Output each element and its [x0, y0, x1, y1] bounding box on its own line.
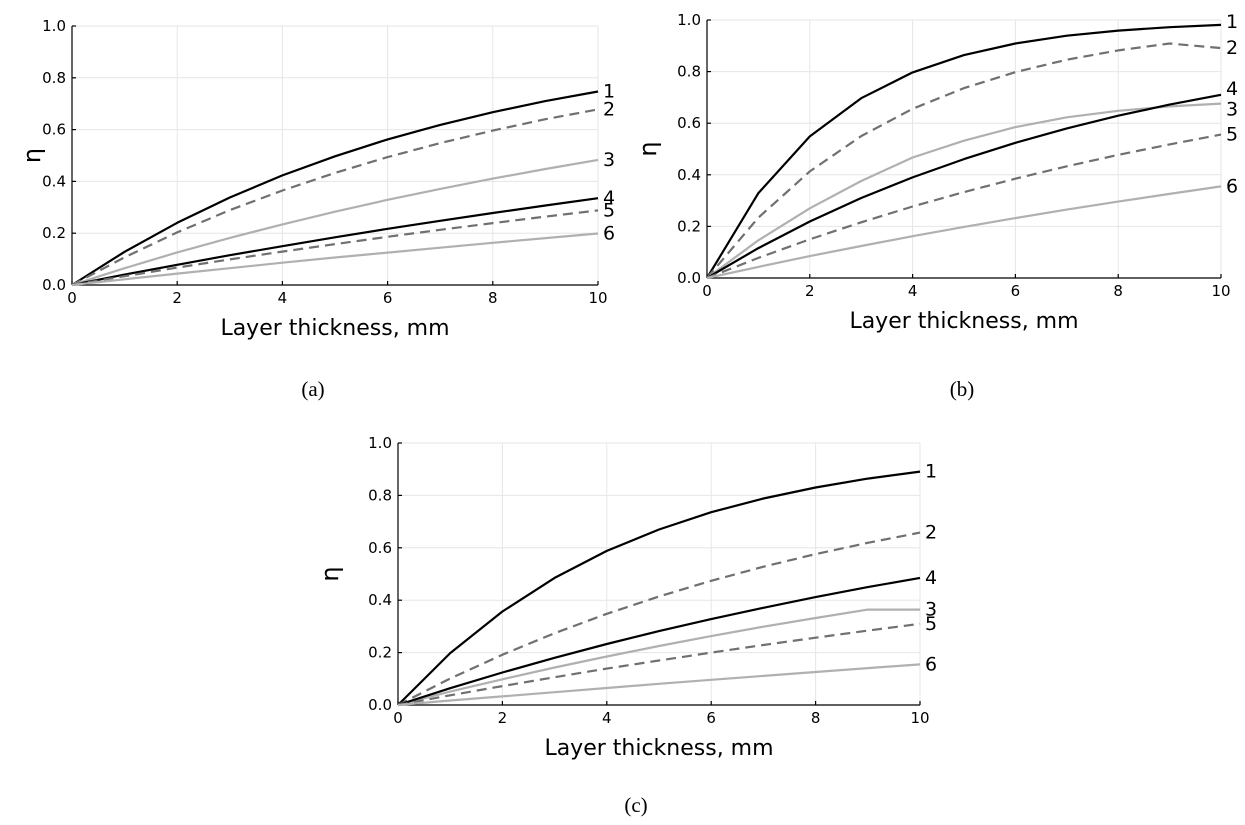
x-tick-label: 6: [706, 709, 716, 727]
series-line-2: [397, 531, 921, 706]
y-tick-label: 0.0: [368, 696, 392, 714]
x-tick-label: 2: [805, 282, 815, 300]
x-tick-label: 6: [383, 289, 393, 307]
y-tick-label: 0.2: [677, 217, 701, 235]
x-tick-label: 8: [488, 289, 498, 307]
series-label-2: 2: [1226, 37, 1238, 59]
y-tick-label: 0.4: [677, 166, 701, 184]
series-label-2: 2: [925, 522, 937, 544]
x-axis-label: Layer thickness, mm: [849, 309, 1078, 334]
series-line-4: [397, 576, 921, 707]
series-label-5: 5: [1226, 124, 1238, 146]
chart-panel-a: 0 2 4 6 8 10 0.0 0.2 0.4 0.6 0.8 1.0 Layer thickness…: [18, 17, 615, 401]
y-tick-label: 0.8: [42, 69, 66, 87]
series-label-6: 6: [1226, 175, 1238, 197]
series-label-1: 1: [1226, 11, 1238, 33]
series-label-6: 6: [925, 653, 937, 675]
x-tick-label: 4: [602, 709, 612, 727]
y-axis-label: η: [316, 566, 344, 581]
x-axis-label: Layer thickness, mm: [544, 736, 773, 761]
series-line-6: [706, 185, 1222, 280]
y-tick-label: 0.8: [677, 63, 701, 81]
y-axis-label: η: [18, 148, 46, 163]
series-label-5: 5: [603, 199, 615, 221]
series-label-1: 1: [925, 461, 937, 483]
series-line-2: [71, 108, 599, 286]
series-line-3: [397, 608, 920, 707]
x-tick-label: 0: [702, 282, 712, 300]
x-tick-label: 4: [908, 282, 918, 300]
series-label-4: 4: [925, 567, 937, 589]
y-tick-label: 1.0: [368, 434, 392, 452]
x-tick-label: 8: [811, 709, 821, 727]
series-label-1: 1: [603, 81, 615, 103]
series-label-2: 2: [603, 98, 615, 120]
x-tick-label: 10: [910, 709, 929, 727]
series-label-3: 3: [925, 599, 937, 621]
x-axis-label: Layer thickness, mm: [220, 316, 449, 341]
x-tick-label: 10: [588, 289, 607, 307]
x-tick-label: 4: [278, 289, 288, 307]
series-label-4: 4: [1226, 78, 1238, 100]
series-line-6: [397, 663, 921, 707]
y-tick-label: 0.2: [368, 644, 392, 662]
x-tick-label: 2: [172, 289, 182, 307]
series-label-5: 5: [925, 613, 937, 635]
x-tick-label: 10: [1211, 282, 1230, 300]
y-tick-label: 0.6: [368, 539, 392, 557]
series-line-5: [71, 209, 599, 287]
chart-panel-c: 0 2 4 6 8 10 0.0 0.2 0.4 0.6 0.8 1.0 Layer thickness…: [316, 434, 937, 817]
series-line-6: [71, 232, 599, 287]
x-tick-label: 0: [393, 709, 403, 727]
series-label-6: 6: [603, 222, 615, 244]
y-tick-label: 1.0: [42, 17, 66, 35]
series-line-1: [397, 470, 921, 706]
series-line-3: [71, 158, 599, 287]
series-label-4: 4: [603, 187, 615, 209]
y-tick-label: 1.0: [677, 11, 701, 29]
series-line-2: [706, 42, 1222, 279]
y-tick-label: 0.4: [368, 591, 392, 609]
chart-panel-b: 0 2 4 6 8 10 0.0 0.2 0.4 0.6 0.8 1.0 Layer thickness…: [634, 11, 1238, 401]
series-line-5: [397, 622, 921, 707]
x-tick-label: 0: [67, 289, 77, 307]
panel-caption: (c): [624, 793, 647, 817]
series-line-1: [706, 23, 1222, 279]
y-tick-label: 0.4: [42, 172, 66, 190]
y-tick-label: 0.0: [677, 269, 701, 287]
y-tick-label: 0.0: [42, 276, 66, 294]
x-tick-label: 8: [1113, 282, 1123, 300]
y-tick-label: 0.8: [368, 486, 392, 504]
series-line-5: [706, 133, 1222, 280]
panel-caption: (b): [950, 377, 975, 401]
x-tick-label: 2: [498, 709, 508, 727]
series-label-3: 3: [1226, 99, 1238, 121]
series-line-3: [706, 102, 1222, 279]
y-axis-label: η: [634, 141, 662, 156]
panel-caption: (a): [301, 377, 324, 401]
x-tick-label: 6: [1011, 282, 1021, 300]
series-line-1: [71, 90, 599, 286]
series-label-3: 3: [603, 149, 615, 171]
series-line-4: [71, 197, 599, 287]
y-tick-label: 0.6: [42, 121, 66, 139]
y-tick-label: 0.2: [42, 224, 66, 242]
y-tick-label: 0.6: [677, 114, 701, 132]
series-line-4: [706, 93, 1222, 279]
